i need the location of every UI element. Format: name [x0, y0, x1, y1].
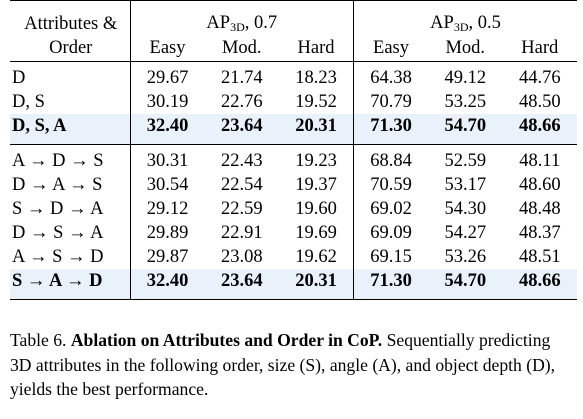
ap3d-05-sub: 3D: [453, 19, 469, 34]
value-cell: 48.37: [518, 223, 561, 243]
value-cell: 53.17: [444, 175, 487, 195]
value-cell: 48.66: [502, 269, 578, 300]
ap3d-07-prefix: AP: [206, 12, 231, 33]
header-line-1: Attributes &: [24, 13, 118, 34]
value-cell: 54.27: [444, 223, 487, 243]
ap3d-05-prefix: AP: [430, 12, 454, 33]
value-cell: 48.60: [518, 175, 561, 195]
value-cell: 20.31: [279, 114, 355, 145]
value-cell: 68.84: [353, 144, 429, 173]
value-cell: 48.48: [518, 199, 561, 219]
value-cell: 71.30: [353, 269, 429, 300]
value-cell: 22.43: [204, 144, 279, 173]
row-label: S → A → D: [10, 269, 131, 300]
row-label: A → D → S: [10, 144, 131, 173]
value-cell: 48.50: [518, 92, 561, 112]
attributes-order-header: Attributes & Order: [10, 0, 131, 62]
value-cell: 22.91: [220, 223, 263, 243]
value-cell: 19.60: [279, 197, 355, 221]
value-cell: 22.54: [220, 175, 263, 195]
value-cell: 19.62: [279, 245, 355, 269]
table-row: D, S 30.19 22.76 19.52 70.79 53.25 48.50: [10, 90, 577, 114]
value-cell: 71.30: [353, 114, 429, 145]
row-label: D, S, A: [10, 114, 131, 145]
table-section-attributes: D 29.67 21.74 18.23 64.38 49.12 44.76 D, S 30.19…: [10, 61, 578, 145]
value-cell: 48.51: [518, 247, 561, 267]
table-row: D → A → S 30.54 22.54 19.37 70.59 53.17 48.60: [10, 173, 577, 197]
value-cell: 32.40: [130, 269, 205, 300]
table-row: A → D → S 30.31 22.43 19.23 68.84 52.59 48.11: [10, 144, 578, 173]
ap3d-07-header: AP3D, 0.7: [130, 0, 355, 35]
value-cell: 70.59: [370, 175, 412, 195]
row-label: D → S → A: [10, 221, 131, 245]
value-cell: 49.12: [428, 61, 503, 90]
value-cell: 54.70: [428, 269, 503, 300]
ap3d-05-suffix: , 0.5: [468, 12, 501, 33]
value-cell: 53.25: [444, 92, 487, 112]
value-cell: 69.15: [370, 247, 412, 267]
table-row: D, S, A 32.40 23.64 20.31 71.30 54.70 48.66: [10, 114, 578, 145]
table-row: D 29.67 21.74 18.23 64.38 49.12 44.76: [10, 61, 578, 90]
row-label: S → D → A: [10, 197, 131, 221]
value-cell: 20.31: [279, 269, 355, 300]
ablation-table: Attributes & Order AP3D, 0.7 AP3D, 0.5 E…: [10, 0, 578, 300]
sub-header: Hard: [279, 35, 355, 62]
value-cell: 29.67: [130, 61, 205, 90]
table-row: S → D → A 29.12 22.59 19.60 69.02 54.30 48.48: [10, 197, 577, 221]
value-cell: 18.23: [279, 61, 355, 90]
table-row: S → A → D 32.40 23.64 20.31 71.30 54.70 48.66: [10, 269, 578, 300]
value-cell: 48.11: [502, 144, 578, 173]
table-row: A → S → D 29.87 23.08 19.62 69.15 53.26 48.51: [10, 245, 577, 269]
table-row: D → S → A 29.89 22.91 19.69 69.09 54.27 48.37: [10, 221, 577, 245]
value-cell: 54.70: [428, 114, 503, 145]
sub-header: Easy: [149, 38, 186, 58]
row-label: D: [10, 61, 131, 90]
value-cell: 70.79: [370, 92, 412, 112]
header-line-2: Order: [49, 37, 93, 58]
value-cell: 19.23: [279, 144, 355, 173]
value-cell: 53.26: [444, 247, 487, 267]
value-cell: 69.09: [370, 223, 412, 243]
value-cell: 23.64: [204, 114, 279, 145]
ap3d-05-header: AP3D, 0.5: [353, 0, 578, 35]
value-cell: 29.89: [146, 223, 189, 243]
table-section-order: A → D → S 30.31 22.43 19.23 68.84 52.59 48.11 D…: [10, 144, 578, 300]
value-cell: 21.74: [204, 61, 279, 90]
row-label: D, S: [10, 90, 131, 114]
value-cell: 30.19: [146, 92, 189, 112]
value-cell: 19.69: [279, 221, 355, 245]
value-cell: 48.66: [502, 114, 578, 145]
value-cell: 29.12: [146, 199, 189, 219]
sub-header: Hard: [521, 38, 559, 58]
value-cell: 64.38: [353, 61, 429, 90]
value-cell: 54.30: [444, 199, 487, 219]
caption-label: Table 6.: [10, 330, 67, 350]
caption-title: Ablation on Attributes and Order in CoP.: [70, 330, 383, 350]
sub-header: Mod.: [221, 38, 262, 58]
caption-body: Sequentially predicting 3D attributes in…: [10, 330, 556, 399]
ap3d-07-sub: 3D: [230, 19, 245, 34]
value-cell: 30.54: [146, 175, 189, 195]
row-label: A → S → D: [10, 245, 131, 269]
results-table-container: Attributes & Order AP3D, 0.7 AP3D, 0.5 E…: [10, 0, 578, 300]
row-label: D → A → S: [10, 173, 131, 197]
value-cell: 29.87: [146, 247, 189, 267]
value-cell: 69.02: [370, 199, 412, 219]
value-cell: 30.31: [130, 144, 205, 173]
value-cell: 19.37: [279, 173, 355, 197]
value-cell: 22.59: [220, 199, 263, 219]
value-cell: 32.40: [130, 114, 205, 145]
value-cell: 23.64: [204, 269, 279, 300]
value-cell: 19.52: [279, 90, 355, 114]
sub-header: Mod.: [445, 38, 486, 58]
value-cell: 44.76: [502, 61, 578, 90]
value-cell: 23.08: [220, 247, 263, 267]
ap3d-07-suffix: , 0.7: [244, 12, 278, 33]
value-cell: 52.59: [428, 144, 503, 173]
sub-header: Easy: [373, 38, 410, 58]
table-caption: Table 6. Ablation on Attributes and Orde…: [10, 328, 570, 402]
value-cell: 22.76: [220, 92, 263, 112]
